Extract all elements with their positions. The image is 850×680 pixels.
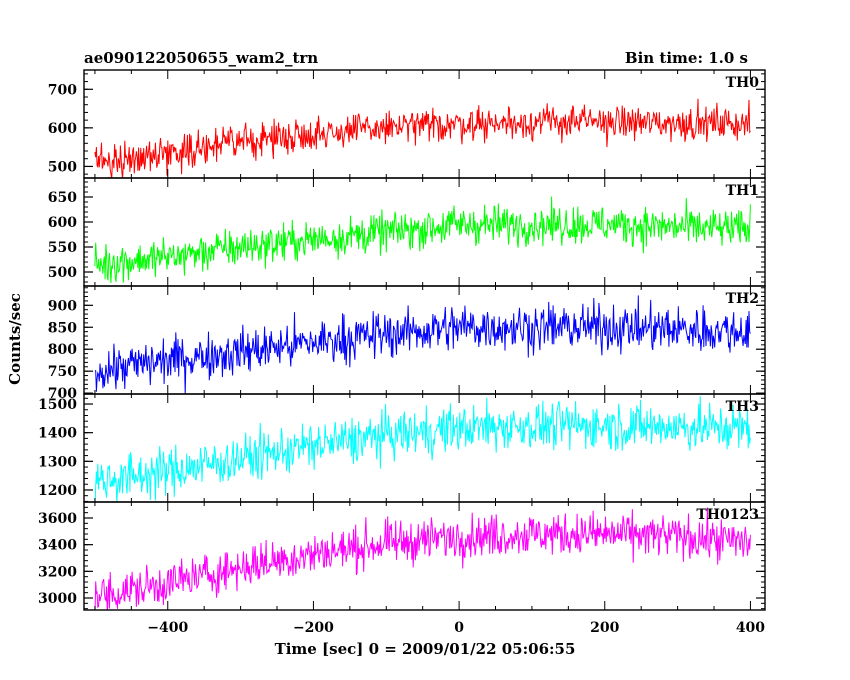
series-line-th2: [94, 295, 751, 394]
plot-title: ae090122050655_wam2_trn: [84, 49, 318, 67]
panel-label: TH0: [726, 75, 760, 91]
panel-th2: 700 750 800 850 900 TH2: [48, 285, 766, 402]
x-tick-label: −200: [293, 620, 334, 636]
y-tick-label: 1200: [38, 483, 77, 499]
x-tick-label: 0: [454, 620, 464, 636]
panel-th0123: 3000 3200 3400 3600 TH0123: [38, 501, 766, 611]
series-line-th0123: [94, 507, 751, 610]
y-tick-label: 600: [48, 215, 77, 231]
panel-label: TH2: [726, 291, 759, 307]
y-tick-label: 650: [48, 190, 77, 206]
panel-label: TH1: [726, 183, 759, 199]
panel-frame: [83, 393, 766, 503]
panel-label: TH0123: [696, 507, 759, 523]
bin-time-label: Bin time: 1.0 s: [625, 49, 748, 67]
panels: 500 600 700 TH0 500 550 600 650 TH1 700 750 800 850 9…: [38, 69, 766, 611]
y-tick-label: 900: [48, 298, 77, 314]
y-tick-label: 500: [48, 265, 77, 281]
series-line-th1: [94, 196, 751, 284]
panel-th1: 500 550 600 650 TH1: [48, 177, 766, 287]
y-tick-label: 1300: [38, 454, 77, 470]
x-tick-label: −400: [147, 620, 188, 636]
y-tick-label: 850: [48, 320, 77, 336]
y-axis-label: Counts/sec: [6, 293, 24, 385]
panel-label: TH3: [726, 399, 759, 415]
panel-th0: 500 600 700 TH0: [48, 69, 766, 179]
x-tick-label: 400: [736, 620, 765, 636]
y-tick-label: 500: [48, 159, 77, 175]
y-tick-label: 800: [48, 342, 77, 358]
y-tick-label: 3000: [38, 591, 77, 607]
series-line-th0: [94, 98, 751, 178]
y-tick-label: 1500: [38, 397, 77, 413]
y-tick-label: 550: [48, 240, 77, 256]
y-tick-label: 3400: [38, 538, 77, 554]
y-tick-label: 750: [48, 364, 77, 380]
x-axis-label: Time [sec] 0 = 2009/01/22 05:06:55: [275, 640, 576, 658]
x-axis: −400 −200 0 200 400: [147, 620, 765, 636]
y-tick-label: 1400: [38, 426, 77, 442]
panel-th3: 1200 1300 1400 1500 TH3: [38, 393, 766, 503]
x-tick-label: 200: [590, 620, 619, 636]
y-tick-label: 3200: [38, 564, 77, 580]
series-line-th3: [94, 396, 751, 502]
y-tick-label: 700: [48, 82, 77, 98]
panel-frame: [83, 501, 766, 611]
y-tick-label: 600: [48, 121, 77, 137]
y-tick-label: 3600: [38, 511, 77, 527]
y-tick-label: 700: [48, 386, 77, 402]
